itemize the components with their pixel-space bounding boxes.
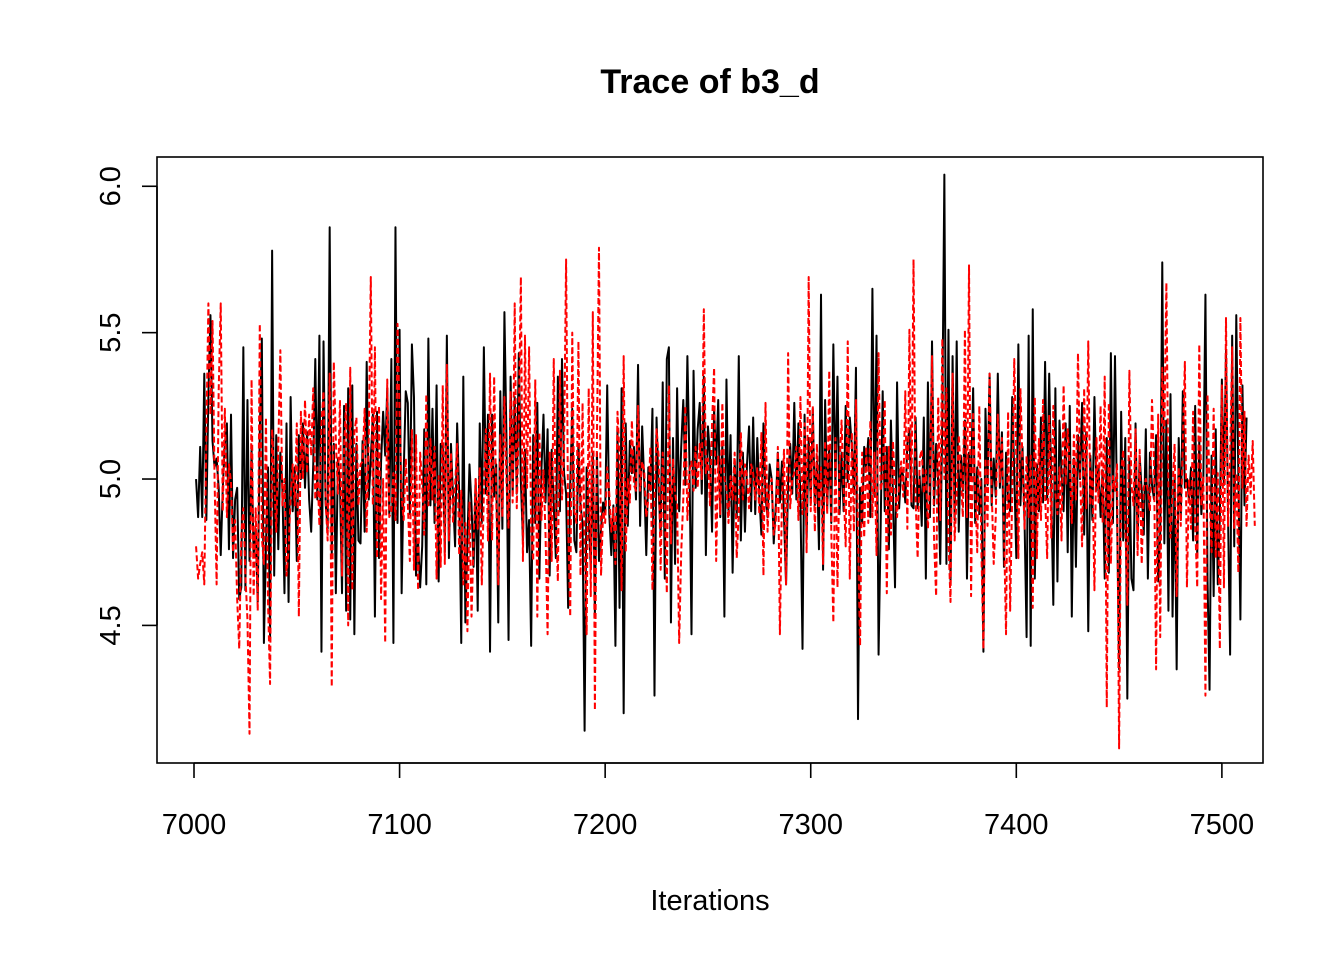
trace-line-chain-2	[195, 246, 1256, 750]
x-axis: 7000 7100 7200 7300 7400 7500	[162, 762, 1255, 841]
x-tick-label: 7400	[984, 809, 1049, 841]
x-tick-label: 7200	[573, 809, 638, 841]
x-axis-label: Iterations	[650, 885, 769, 917]
x-tick-label: 7300	[778, 809, 843, 841]
y-tick-label: 4.5	[95, 605, 127, 645]
chart-title: Trace of b3_d	[600, 63, 819, 101]
x-tick-label: 7000	[162, 809, 227, 841]
y-tick-label: 6.0	[95, 166, 127, 206]
y-axis: 4.5 5.0 5.5 6.0	[95, 166, 158, 646]
y-tick-label: 5.5	[95, 312, 127, 352]
series-layer	[195, 173, 1256, 750]
x-tick-label: 7100	[367, 809, 432, 841]
y-tick-label: 5.0	[95, 459, 127, 499]
x-tick-label: 7500	[1190, 809, 1255, 841]
